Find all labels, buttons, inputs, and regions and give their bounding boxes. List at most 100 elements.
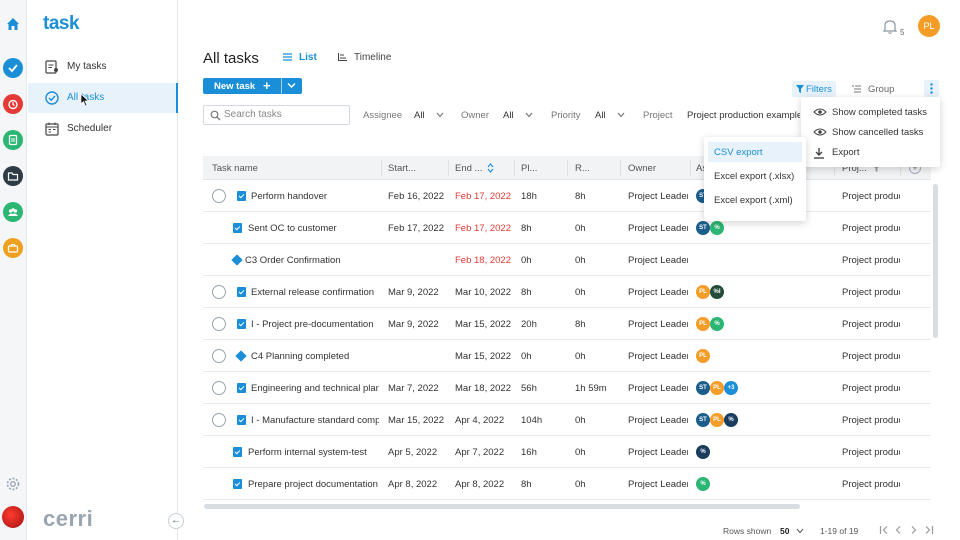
more-options-button[interactable] bbox=[924, 80, 939, 97]
avatar[interactable]: ST bbox=[696, 381, 710, 395]
task-name[interactable]: External release confirmation bbox=[251, 287, 375, 298]
collapse-sidebar-button[interactable]: ← bbox=[168, 513, 184, 529]
priority-filter-value[interactable]: All bbox=[595, 110, 606, 121]
table-row[interactable]: I - Project pre-documentation Mar 9, 202… bbox=[203, 308, 931, 340]
column-header-planned[interactable]: Pl... bbox=[521, 163, 538, 174]
table-row[interactable]: Sent OC to customer Feb 17, 2022 Feb 17,… bbox=[203, 212, 931, 244]
avatar[interactable]: PL bbox=[696, 349, 710, 363]
chevron-down-icon[interactable] bbox=[617, 112, 625, 118]
vertical-scrollbar[interactable] bbox=[933, 184, 938, 338]
avatar[interactable]: % bbox=[710, 221, 724, 235]
tab-list[interactable]: List bbox=[283, 52, 317, 63]
task-name[interactable]: C3 Order Confirmation bbox=[245, 255, 341, 266]
next-page-icon[interactable] bbox=[910, 525, 918, 535]
complete-task-radio[interactable] bbox=[212, 413, 226, 427]
table-row[interactable]: Prepare project documentation Apr 8, 202… bbox=[203, 468, 931, 500]
table-row[interactable]: External release confirmation Mar 9, 202… bbox=[203, 276, 931, 308]
project-filter-value[interactable]: Project production example bbox=[687, 110, 800, 121]
column-divider[interactable] bbox=[514, 160, 515, 176]
menu-item-xml-export[interactable]: Excel export (.xml) bbox=[708, 190, 802, 210]
avatar[interactable]: % bbox=[696, 445, 710, 459]
briefcase-app-icon[interactable] bbox=[3, 238, 23, 258]
sort-icon[interactable] bbox=[487, 163, 494, 173]
chevron-down-icon[interactable] bbox=[796, 528, 804, 534]
column-header-task-name[interactable]: Task name bbox=[212, 163, 258, 174]
more-assignees-badge[interactable]: +3 bbox=[724, 381, 738, 395]
avatar[interactable]: % bbox=[724, 413, 738, 427]
complete-task-radio[interactable] bbox=[212, 189, 226, 203]
account-avatar[interactable] bbox=[2, 506, 24, 528]
table-row[interactable]: Engineering and technical planning Mar 7… bbox=[203, 372, 931, 404]
task-name[interactable]: Engineering and technical planning bbox=[251, 383, 379, 394]
filters-button[interactable]: Filters bbox=[792, 81, 836, 97]
task-name[interactable]: I - Manufacture standard components bbox=[251, 415, 379, 426]
avatar[interactable]: PL bbox=[710, 381, 724, 395]
new-task-button[interactable]: New task + bbox=[203, 78, 302, 94]
sidebar-item-my-tasks[interactable]: My tasks bbox=[28, 52, 178, 82]
time-app-icon[interactable] bbox=[3, 94, 23, 114]
table-row[interactable]: Perform handover Feb 16, 2022 Feb 17, 20… bbox=[203, 180, 931, 212]
avatar[interactable]: ST bbox=[696, 221, 710, 235]
task-name[interactable]: Prepare project documentation bbox=[248, 479, 378, 490]
column-divider[interactable] bbox=[448, 160, 449, 176]
task-name[interactable]: Perform handover bbox=[251, 191, 328, 202]
avatar[interactable]: %I bbox=[710, 285, 724, 299]
last-page-icon[interactable] bbox=[924, 525, 934, 535]
column-header-owner[interactable]: Owner bbox=[628, 163, 656, 174]
complete-task-radio[interactable] bbox=[212, 317, 226, 331]
table-row[interactable]: Perform internal system-test Apr 5, 2022… bbox=[203, 436, 931, 468]
menu-item-show-cancelled[interactable]: Show cancelled tasks bbox=[801, 122, 940, 142]
column-divider[interactable] bbox=[690, 160, 691, 176]
home-icon[interactable] bbox=[3, 14, 23, 34]
avatar[interactable]: % bbox=[696, 477, 710, 491]
assignee-filter-value[interactable]: All bbox=[414, 110, 425, 121]
chevron-down-icon[interactable] bbox=[436, 112, 444, 118]
search-box[interactable] bbox=[203, 105, 350, 125]
sidebar-item-scheduler[interactable]: Scheduler bbox=[28, 114, 178, 144]
menu-item-export[interactable]: Export bbox=[801, 142, 940, 162]
menu-item-csv-export[interactable]: CSV export bbox=[708, 142, 802, 162]
column-divider[interactable] bbox=[381, 160, 382, 176]
owner-filter-value[interactable]: All bbox=[503, 110, 514, 121]
column-header-start[interactable]: Start... bbox=[388, 163, 416, 174]
column-header-project[interactable]: Proj... bbox=[842, 163, 867, 174]
document-app-icon[interactable] bbox=[3, 130, 23, 150]
sidebar-item-all-tasks[interactable]: All tasks bbox=[28, 83, 178, 113]
first-page-icon[interactable] bbox=[879, 525, 889, 535]
bell-icon[interactable] bbox=[882, 18, 898, 38]
previous-page-icon[interactable] bbox=[894, 525, 902, 535]
group-button[interactable]: Group bbox=[852, 84, 894, 95]
task-name[interactable]: I - Project pre-documentation bbox=[251, 319, 374, 330]
column-header-assignees[interactable]: As bbox=[696, 163, 708, 174]
column-header-remaining[interactable]: R... bbox=[575, 163, 590, 174]
column-divider[interactable] bbox=[567, 160, 568, 176]
avatar[interactable]: PL bbox=[696, 285, 710, 299]
complete-task-radio[interactable] bbox=[212, 381, 226, 395]
menu-item-xlsx-export[interactable]: Excel export (.xlsx) bbox=[708, 166, 802, 186]
search-input[interactable] bbox=[224, 109, 344, 120]
tab-timeline[interactable]: Timeline bbox=[337, 52, 391, 63]
table-row[interactable]: C3 Order Confirmation Feb 18, 2022 0h 0h… bbox=[203, 244, 931, 276]
gear-icon[interactable] bbox=[5, 476, 21, 492]
column-divider[interactable] bbox=[620, 160, 621, 176]
team-app-icon[interactable] bbox=[3, 202, 23, 222]
avatar[interactable]: ST bbox=[696, 413, 710, 427]
chevron-down-icon[interactable] bbox=[525, 112, 533, 118]
task-name[interactable]: C4 Planning completed bbox=[251, 351, 350, 362]
chevron-down-icon[interactable] bbox=[287, 82, 296, 89]
user-avatar[interactable]: PL bbox=[918, 15, 940, 37]
avatar[interactable]: PL bbox=[710, 413, 724, 427]
task-name[interactable]: Sent OC to customer bbox=[248, 223, 337, 234]
avatar[interactable]: % bbox=[710, 317, 724, 331]
task-name[interactable]: Perform internal system-test bbox=[248, 447, 367, 458]
table-row[interactable]: C4 Planning completed Mar 15, 2022 0h 0h… bbox=[203, 340, 931, 372]
complete-task-radio[interactable] bbox=[212, 285, 226, 299]
table-row[interactable]: I - Manufacture standard components Mar … bbox=[203, 404, 931, 436]
column-divider[interactable] bbox=[834, 160, 835, 176]
avatar[interactable]: PL bbox=[696, 317, 710, 331]
menu-item-show-completed[interactable]: Show completed tasks bbox=[801, 102, 940, 122]
complete-task-radio[interactable] bbox=[212, 349, 226, 363]
column-header-end[interactable]: End ... bbox=[455, 163, 483, 174]
rows-shown-select[interactable]: 50 bbox=[780, 526, 790, 536]
column-divider[interactable] bbox=[900, 160, 901, 176]
